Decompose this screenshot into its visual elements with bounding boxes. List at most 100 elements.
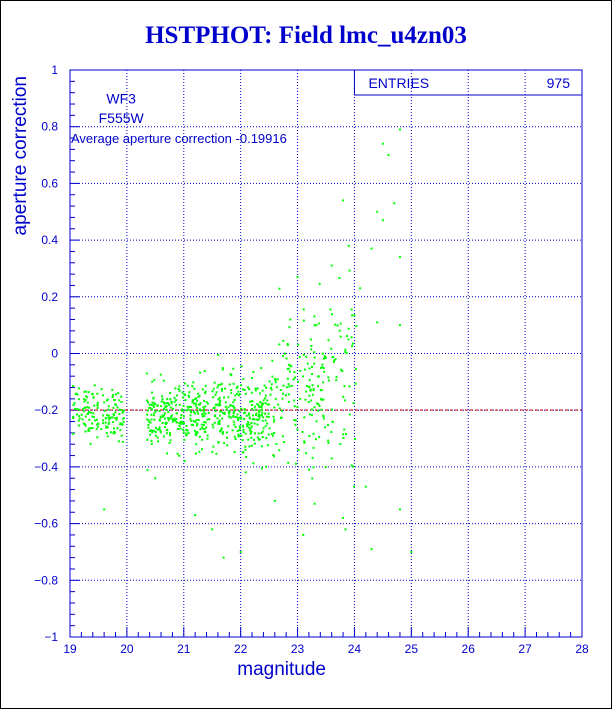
data-point xyxy=(221,417,224,420)
data-point xyxy=(345,352,348,355)
data-point xyxy=(230,391,233,394)
data-point xyxy=(160,400,163,403)
data-point xyxy=(238,410,241,413)
data-point xyxy=(180,408,183,411)
data-point xyxy=(286,367,289,370)
data-point xyxy=(244,432,247,435)
data-point xyxy=(167,417,170,420)
data-point xyxy=(313,315,316,318)
data-point xyxy=(109,416,112,419)
data-point xyxy=(175,399,178,402)
x-tick-label: 24 xyxy=(348,642,362,656)
data-point xyxy=(214,393,217,396)
data-point xyxy=(297,448,300,451)
data-point xyxy=(180,413,183,416)
data-point xyxy=(73,407,76,410)
data-point xyxy=(317,409,320,412)
data-point xyxy=(76,393,79,396)
data-point xyxy=(96,392,99,395)
data-point xyxy=(282,384,285,387)
data-point xyxy=(169,406,172,409)
data-point xyxy=(252,371,255,374)
data-point xyxy=(260,408,263,411)
data-point xyxy=(232,414,235,417)
data-point xyxy=(228,415,231,418)
data-point xyxy=(248,412,251,415)
data-point xyxy=(244,392,247,395)
data-point xyxy=(206,437,209,440)
data-point xyxy=(156,404,159,407)
data-point xyxy=(381,219,384,222)
y-tick-label: −0.6 xyxy=(34,517,58,531)
data-point xyxy=(261,411,264,414)
data-point xyxy=(253,422,256,425)
data-point xyxy=(232,411,235,414)
data-point xyxy=(285,357,288,360)
data-point xyxy=(240,416,243,419)
data-point xyxy=(238,416,241,419)
data-point xyxy=(293,418,296,421)
data-point xyxy=(93,404,96,407)
data-point xyxy=(198,394,201,397)
data-point xyxy=(352,485,355,488)
data-point xyxy=(146,469,149,472)
data-point xyxy=(151,401,154,404)
x-tick-label: 20 xyxy=(120,642,134,656)
data-point xyxy=(350,464,353,467)
data-point xyxy=(78,415,81,418)
data-point xyxy=(259,414,262,417)
data-point xyxy=(217,398,220,401)
y-tick-label: −1 xyxy=(44,630,58,644)
data-point xyxy=(146,418,149,421)
data-point xyxy=(324,466,327,469)
data-point xyxy=(269,393,272,396)
data-point xyxy=(162,435,165,438)
data-point xyxy=(251,400,254,403)
data-point xyxy=(193,387,196,390)
data-point xyxy=(222,431,225,434)
data-point xyxy=(207,411,210,414)
data-point xyxy=(150,418,153,421)
data-point xyxy=(333,359,336,362)
data-point xyxy=(258,392,261,395)
data-point xyxy=(266,403,269,406)
data-point xyxy=(97,425,100,428)
data-point xyxy=(306,362,309,365)
data-point xyxy=(353,438,356,441)
data-point xyxy=(219,399,222,402)
data-point xyxy=(197,412,200,415)
data-point xyxy=(308,413,311,416)
y-tick-labels: −1 −0.8 −0.6 −0.4 −0.2 0 0.2 0.4 0.6 0.8 1 xyxy=(34,63,58,644)
data-point xyxy=(163,412,166,415)
y-tick-label: 0.8 xyxy=(41,120,58,134)
data-point xyxy=(240,384,243,387)
data-point xyxy=(250,430,253,433)
data-point xyxy=(107,414,110,417)
data-point xyxy=(310,414,313,417)
data-point xyxy=(214,414,217,417)
data-point xyxy=(202,412,205,415)
x-tick-label: 19 xyxy=(63,642,77,656)
data-point xyxy=(239,434,242,437)
data-point xyxy=(178,385,181,388)
data-point xyxy=(164,405,167,408)
data-point xyxy=(171,419,174,422)
stats-entries-value: 975 xyxy=(547,75,571,91)
data-point xyxy=(271,375,274,378)
data-point xyxy=(166,398,169,401)
data-point xyxy=(189,409,192,412)
data-point xyxy=(312,432,315,435)
data-point xyxy=(179,422,182,425)
data-point xyxy=(308,379,311,382)
data-point xyxy=(105,425,108,428)
data-point xyxy=(288,326,291,329)
data-point xyxy=(350,308,353,311)
data-point xyxy=(95,418,98,421)
data-point xyxy=(398,128,401,131)
data-point xyxy=(267,415,270,418)
data-point xyxy=(245,414,248,417)
data-point xyxy=(183,460,186,463)
data-point xyxy=(274,381,277,384)
data-point xyxy=(265,415,268,418)
data-point xyxy=(188,395,191,398)
